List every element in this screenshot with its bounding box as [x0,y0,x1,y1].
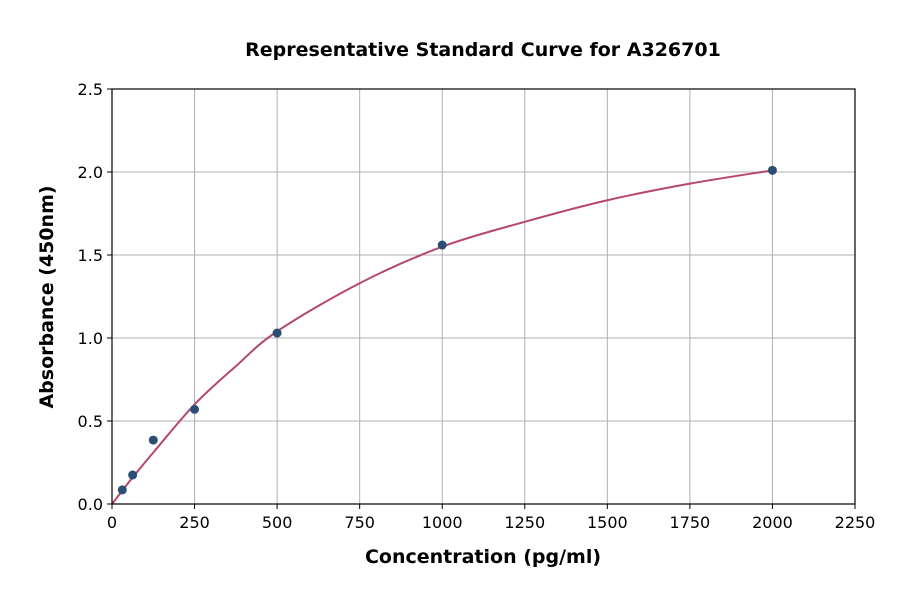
x-tick-label: 2000 [752,513,793,532]
x-tick-label: 250 [179,513,210,532]
x-tick-label: 2250 [835,513,876,532]
data-point [767,165,777,175]
y-axis-label: Absorbance (450nm) [36,185,58,408]
y-axis-ticks: 0.0 0.5 1.0 1.5 2.0 2.5 [78,80,112,514]
x-tick-label: 750 [344,513,375,532]
x-tick-label: 1750 [670,513,711,532]
data-point [190,404,200,414]
plot-frame [111,88,856,505]
x-tick-label: 1250 [504,513,545,532]
data-point [272,328,282,338]
grid [111,88,856,505]
x-tick-label: 1000 [422,513,463,532]
data-point [437,240,447,250]
x-axis-ticks: 0 250 500 750 1000 1250 1500 1750 2000 2250 [107,504,875,532]
x-tick-label: 500 [262,513,293,532]
x-axis-label: Concentration (pg/ml) [365,546,601,568]
x-tick-label: 0 [107,513,117,532]
y-tick-label: 0.0 [78,495,103,514]
chart-title: Representative Standard Curve for A32670… [245,39,721,61]
data-point [148,435,158,445]
y-tick-label: 0.5 [78,412,103,431]
y-tick-label: 1.5 [78,246,103,265]
series-layer [111,165,777,505]
x-tick-label: 1500 [587,513,628,532]
data-point [117,485,127,495]
y-tick-label: 2.0 [78,163,103,182]
y-tick-label: 2.5 [78,80,103,99]
data-point [128,470,138,480]
y-tick-label: 1.0 [78,329,103,348]
